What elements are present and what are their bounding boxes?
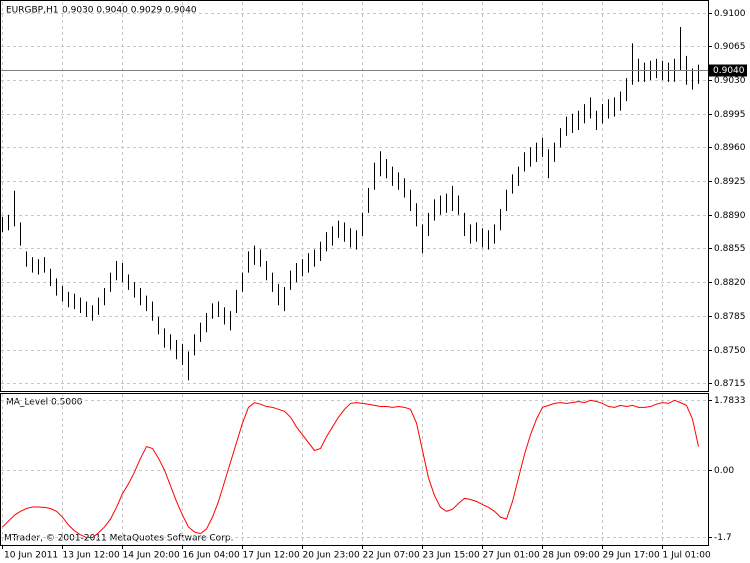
current-price-box <box>709 64 747 77</box>
x-tick-label: 28 Jun 09:00 <box>543 551 600 561</box>
x-tick-label: 23 Jun 15:00 <box>423 551 480 561</box>
indicator-line <box>2 399 699 539</box>
x-tick-label: 17 Jun 12:00 <box>243 551 300 561</box>
y-tick-label: 0.8995 <box>714 110 746 120</box>
y-tick-label: 0.9065 <box>714 42 746 52</box>
x-tick-label: 13 Jun 12:00 <box>63 551 120 561</box>
y-tick-label: 0.8715 <box>714 379 746 389</box>
y-tick-label: -1.7 <box>714 533 732 543</box>
symbol-title: EURGBP,H1 <box>6 6 58 16</box>
ohlc-readout: 0.9030 0.9040 0.9029 0.9040 <box>62 6 197 16</box>
y-tick-label: 0.8855 <box>714 244 746 254</box>
y-tick-label: 0.8925 <box>714 177 746 187</box>
x-tick-label: 20 Jun 23:00 <box>303 551 360 561</box>
y-tick-label: 0.8785 <box>714 312 746 322</box>
x-tick-label: 22 Jun 07:00 <box>363 551 420 561</box>
x-tick-label: 1 Jul 01:00 <box>663 551 712 561</box>
x-tick-label: 10 Jun 2011 <box>4 551 58 561</box>
y-tick-label: 0.9030 <box>714 76 746 86</box>
y-tick-label: 0.8820 <box>714 278 746 288</box>
y-tick-label: 0.8890 <box>714 211 746 221</box>
price-panel <box>0 0 709 392</box>
y-tick-label: 1.7833 <box>714 396 746 406</box>
y-tick-label: 0.00 <box>714 466 734 476</box>
y-tick-label: 0.9100 <box>714 9 746 19</box>
x-tick-label: 16 Jun 04:00 <box>183 551 240 561</box>
current-price-label: 0.9040 <box>713 66 745 76</box>
x-tick-label: 14 Jun 20:00 <box>123 551 180 561</box>
indicator-title: MA_Level 0.5000 <box>6 398 83 408</box>
y-tick-label: 0.8750 <box>714 346 746 356</box>
copyright: MTrader, © 2001-2011 MetaQuotes Software… <box>4 534 233 544</box>
x-tick-label: 29 Jun 17:00 <box>603 551 660 561</box>
y-tick-label: 0.8960 <box>714 143 746 153</box>
indicator-panel <box>0 393 709 546</box>
x-tick-label: 27 Jun 01:00 <box>483 551 540 561</box>
